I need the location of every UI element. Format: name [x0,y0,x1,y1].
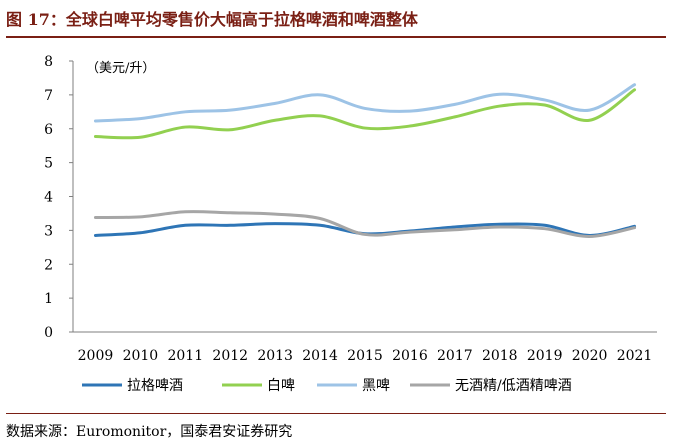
x-tick-label: 2018 [482,348,518,364]
source-divider [6,413,666,414]
chart-legend: 拉格啤酒 白啤 黑啤 无酒精/低酒精啤酒 [82,378,572,394]
y-tick-label: 4 [44,190,53,206]
x-tick-label: 2010 [123,348,159,364]
y-tick-label: 7 [44,88,53,104]
y-tick-label: 8 [44,54,53,70]
x-tick-label: 2014 [302,348,338,364]
x-tick-label: 2012 [212,348,248,364]
series-line-wheat [93,88,637,140]
x-tick-label: 2020 [572,348,608,364]
x-tick-label: 2015 [347,348,383,364]
title-divider [6,36,666,38]
x-tick-label: 2019 [527,348,563,364]
x-tick-label: 2017 [437,348,473,364]
y-tick-label: 2 [44,257,53,273]
x-tick-label: 2021 [617,348,653,364]
source-note: 数据来源：Euromonitor，国泰君安证券研究 [6,424,293,440]
y-unit-label: （美元/升） [86,61,155,76]
x-tick-label: 2013 [257,348,293,364]
y-tick-label: 6 [44,122,53,138]
chart-title: 图 17：全球白啤平均零售价大幅高于拉格啤酒和啤酒整体 [6,10,418,29]
x-tick-label: 2011 [167,348,203,364]
chart-axes: 0 1 2 3 4 5 6 7 8 （美元/升） 2009 2010 2011 2012 2013 2014 2… [44,54,657,364]
y-tick-label: 3 [44,223,53,239]
x-tick-label: 2009 [78,348,114,364]
y-tick-label: 5 [44,156,53,172]
legend-label-lager: 拉格啤酒 [127,378,183,394]
series-line-low-alcohol [93,210,637,238]
series-line-dark [93,83,637,123]
legend-label-low-alcohol: 无酒精/低酒精啤酒 [455,378,572,394]
y-tick-label: 1 [44,291,53,307]
x-tick-label: 2016 [392,348,428,364]
y-tick-label: 0 [44,325,53,341]
legend-label-wheat: 白啤 [267,378,295,394]
legend-label-dark: 黑啤 [362,378,390,394]
chart-series [93,83,637,238]
